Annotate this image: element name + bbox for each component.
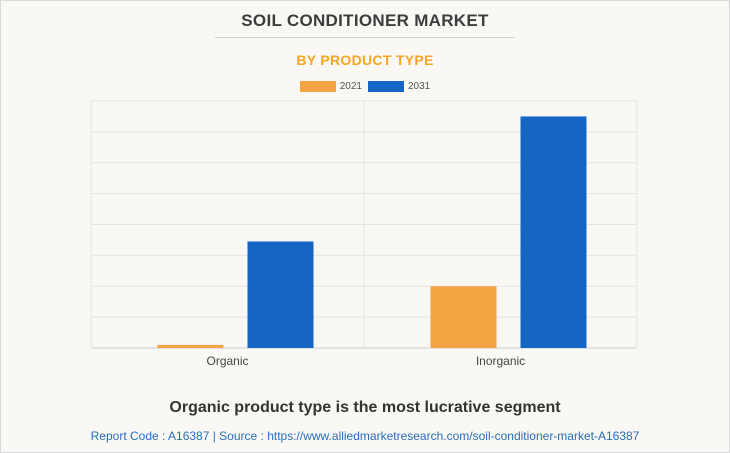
legend-swatch-2021 [299,81,336,92]
bar-2021-inorganic [430,286,497,348]
legend-label-2031: 2031 [408,81,431,92]
legend: 2021 2031 [1,81,729,92]
chart-caption: Organic product type is the most lucrati… [169,399,561,416]
title-divider [215,37,515,38]
legend-label-2021: 2021 [339,81,362,92]
legend-swatch-2031 [368,81,404,92]
source-footer[interactable]: Report Code : A16387 | Source : https://… [90,429,640,443]
bar-2021-organic [157,344,224,348]
bar-chart: Organic Inorganic [90,100,638,368]
chart-subtitle: BY PRODUCT TYPE [296,52,434,68]
x-tick-label: Organic [206,354,248,368]
bar-2031-organic [247,241,314,348]
chart-title: SOIL CONDITIONER MARKET [241,11,489,30]
x-tick-label: Inorganic [476,354,525,368]
bar-2031-inorganic [520,116,587,348]
legend-item-2021[interactable]: 2021 [299,81,362,92]
legend-item-2031[interactable]: 2031 [368,81,430,92]
